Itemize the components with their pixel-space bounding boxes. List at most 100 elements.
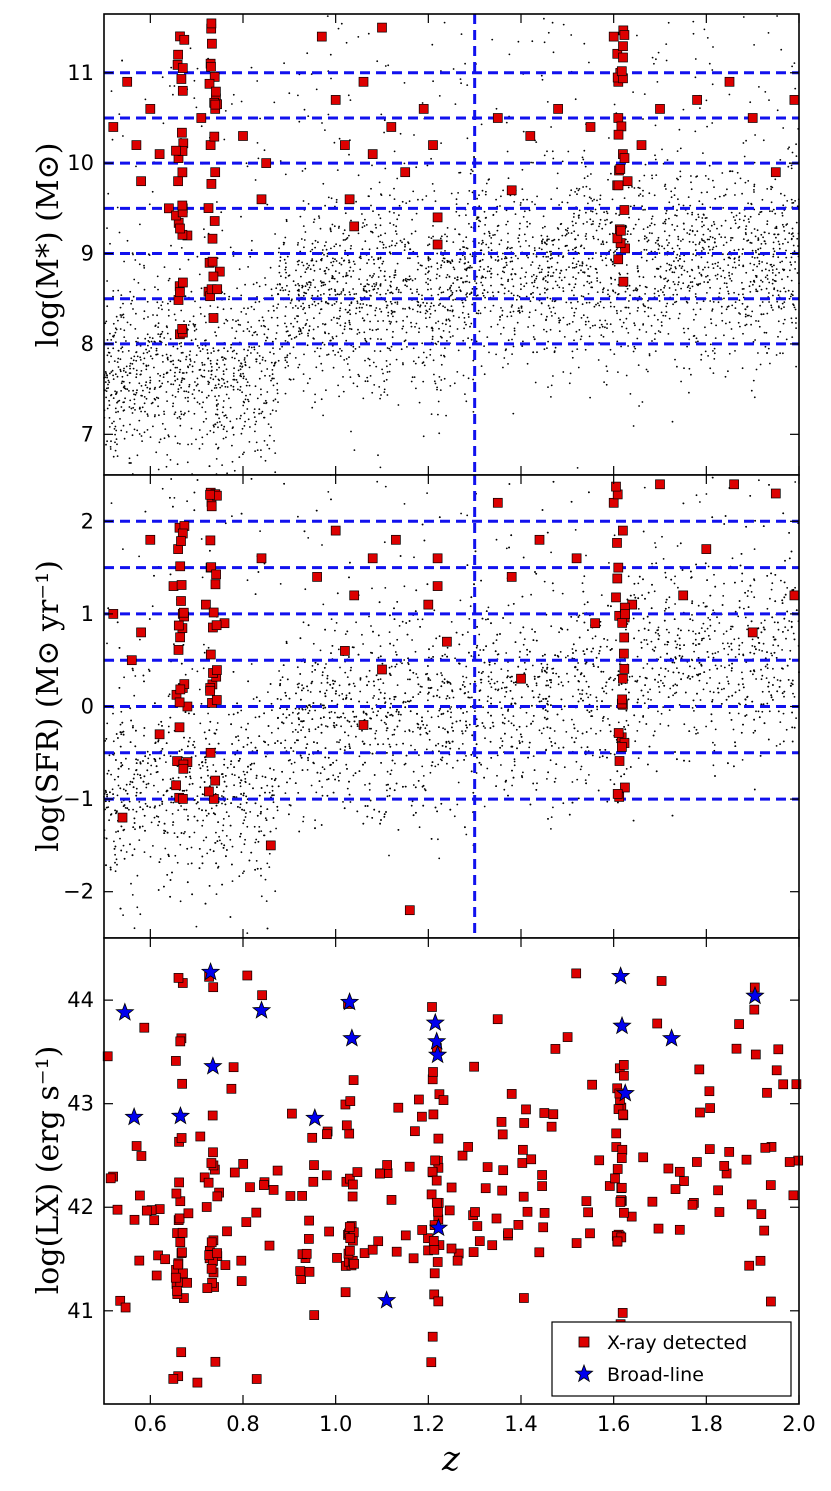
background-point <box>466 275 468 277</box>
background-point <box>203 376 206 378</box>
background-point <box>117 289 120 292</box>
background-point <box>580 269 582 272</box>
background-point <box>525 240 527 242</box>
background-point <box>115 341 117 343</box>
background-point <box>579 245 582 248</box>
background-point <box>225 318 228 321</box>
background-point <box>120 429 123 432</box>
background-point <box>572 257 575 260</box>
background-point <box>283 62 285 65</box>
background-point <box>701 225 703 228</box>
background-point <box>385 292 387 295</box>
background-point <box>214 384 217 387</box>
background-point <box>788 297 791 300</box>
background-point <box>642 195 644 197</box>
background-point <box>742 293 744 296</box>
background-point <box>303 108 306 111</box>
background-point <box>469 172 472 175</box>
background-point <box>671 247 674 250</box>
background-point <box>611 263 614 266</box>
background-point <box>530 161 532 164</box>
background-point <box>737 293 740 296</box>
background-point <box>633 322 636 325</box>
background-point <box>451 291 454 294</box>
background-point <box>664 222 667 225</box>
background-point <box>457 349 460 352</box>
background-point <box>173 413 176 416</box>
background-point <box>707 245 710 248</box>
background-point <box>146 413 149 416</box>
background-point <box>440 363 443 366</box>
background-point <box>668 201 671 204</box>
background-point <box>581 261 584 263</box>
background-point <box>633 204 636 207</box>
background-point <box>484 296 486 299</box>
background-point <box>742 332 744 335</box>
background-point <box>675 256 678 259</box>
background-point <box>712 246 715 249</box>
background-point <box>709 343 712 346</box>
background-point <box>762 313 765 315</box>
background-point <box>651 174 653 177</box>
background-point <box>321 369 324 372</box>
background-point <box>443 377 446 380</box>
background-point <box>240 414 242 417</box>
background-point <box>666 302 669 305</box>
background-point <box>725 241 728 244</box>
background-point <box>475 312 478 315</box>
background-point <box>734 194 736 196</box>
background-point <box>114 441 116 444</box>
background-point <box>137 337 139 339</box>
background-point <box>360 257 362 260</box>
background-point <box>658 252 661 255</box>
background-point <box>490 325 493 328</box>
background-point <box>532 336 535 338</box>
background-point <box>682 282 685 285</box>
background-point <box>495 107 498 110</box>
background-point <box>458 286 460 289</box>
background-point <box>463 321 466 324</box>
background-point <box>654 275 656 278</box>
background-point <box>592 235 595 238</box>
background-point <box>755 368 758 371</box>
background-point <box>742 142 745 144</box>
background-point <box>596 277 598 280</box>
background-point <box>317 302 320 305</box>
background-point <box>238 268 241 270</box>
background-point <box>247 321 250 324</box>
background-point <box>647 299 649 302</box>
background-point <box>249 426 251 428</box>
background-point <box>796 205 799 208</box>
background-point <box>609 301 612 304</box>
background-point <box>626 272 629 275</box>
background-point <box>713 223 716 226</box>
background-point <box>446 340 448 342</box>
background-point <box>527 256 529 259</box>
background-point <box>462 246 464 248</box>
background-point <box>370 187 372 190</box>
background-point <box>114 373 117 376</box>
background-point <box>300 275 302 278</box>
background-point <box>394 301 397 304</box>
background-point <box>363 225 366 227</box>
background-point <box>494 233 496 236</box>
background-point <box>427 244 429 247</box>
background-point <box>520 288 522 291</box>
background-point <box>512 412 515 415</box>
background-point <box>303 246 305 249</box>
background-point <box>451 309 454 312</box>
background-point <box>194 300 196 303</box>
background-point <box>587 275 589 277</box>
background-point <box>698 200 701 203</box>
background-point <box>718 233 721 236</box>
background-point <box>642 228 645 231</box>
background-point <box>525 271 527 274</box>
background-point <box>795 143 797 146</box>
background-point <box>139 345 142 347</box>
background-point <box>262 356 264 359</box>
xray-detected-point <box>692 95 702 105</box>
background-point <box>385 306 388 309</box>
background-point <box>430 157 432 160</box>
background-point <box>302 302 304 305</box>
background-point <box>273 362 276 365</box>
